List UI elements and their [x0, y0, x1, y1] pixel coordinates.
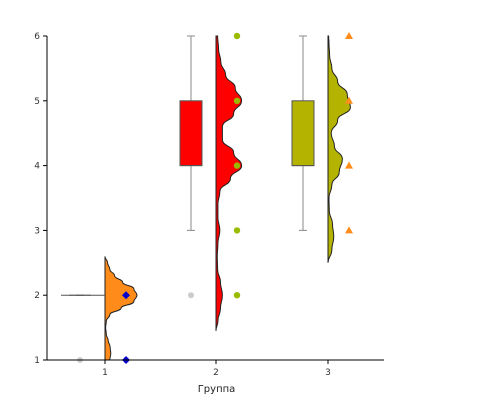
- box: [291, 100, 315, 167]
- x-axis-title: Группа: [198, 384, 236, 395]
- outlier-point: [188, 292, 194, 299]
- y-tick-label: 4: [34, 162, 40, 172]
- y-tick-label: 2: [34, 291, 40, 301]
- y-tick-label: 1: [34, 356, 40, 366]
- group-3: [291, 32, 353, 263]
- data-point: [233, 292, 241, 299]
- density-curve: [215, 35, 243, 331]
- box: [179, 100, 203, 167]
- plot-area: [61, 32, 353, 364]
- group-2: [179, 32, 243, 331]
- data-point: [233, 32, 241, 40]
- group-1: [61, 256, 138, 364]
- y-tick-label: 5: [34, 97, 40, 107]
- data-point: [345, 32, 353, 39]
- data-point: [233, 227, 241, 234]
- data-point: [345, 161, 353, 169]
- x-tick-label: 1: [102, 368, 108, 378]
- x-tick-label: 3: [325, 368, 331, 378]
- data-point: [233, 97, 241, 105]
- x-tick-label: 2: [213, 368, 219, 378]
- data-point: [345, 226, 353, 234]
- y-axis: 1 2 3 4 5 6: [34, 32, 48, 366]
- y-tick-label: 6: [34, 32, 40, 42]
- x-axis: 1 2 3: [47, 359, 384, 378]
- density-curve: [104, 256, 138, 361]
- density-curve: [327, 35, 351, 263]
- data-point: [122, 291, 130, 300]
- data-point: [345, 96, 353, 104]
- data-point: [233, 162, 241, 169]
- y-tick-label: 3: [34, 226, 40, 236]
